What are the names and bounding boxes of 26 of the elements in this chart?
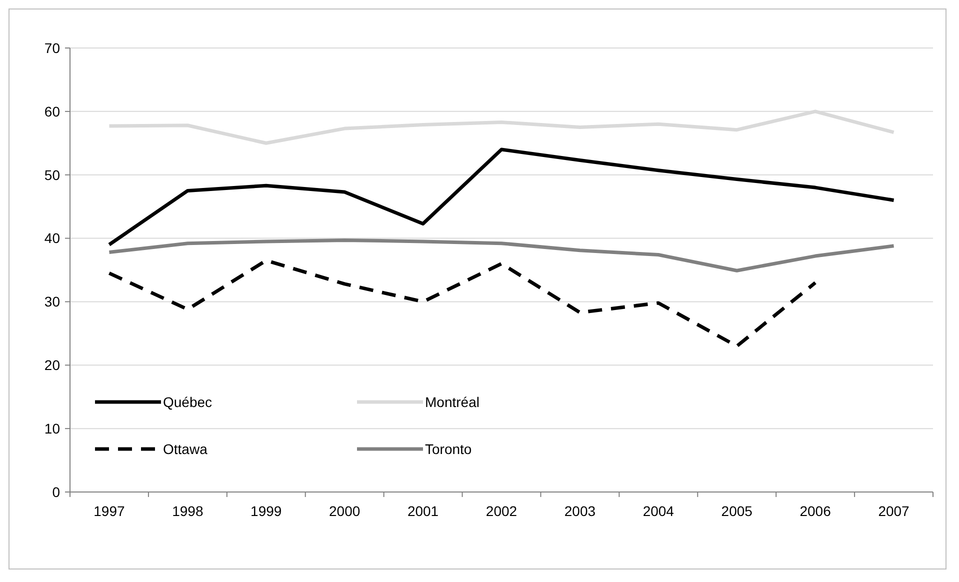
x-tick-label: 1998	[172, 503, 204, 519]
y-tick-label: 20	[44, 357, 60, 374]
legend-label: Québec	[163, 394, 212, 410]
x-tick-label: 2004	[642, 503, 674, 519]
x-tick-label: 2000	[329, 503, 360, 519]
x-tick-label: 2002	[486, 503, 518, 519]
x-tick-label: 2006	[800, 503, 832, 519]
line-series	[107, 238, 896, 272]
x-tick-label: 2001	[407, 503, 439, 519]
line-series	[107, 258, 818, 348]
y-tick-label: 60	[44, 103, 60, 120]
y-tick-label: 10	[44, 420, 60, 436]
y-tick-label: 0	[52, 484, 60, 500]
y-tick-label: 70	[44, 40, 60, 56]
legend-label: Toronto	[425, 440, 472, 457]
legend-label: Montréal	[425, 394, 480, 410]
y-tick-label: 30	[44, 294, 60, 310]
y-tick-label: 50	[44, 166, 60, 183]
line-series	[107, 148, 896, 246]
x-tick-label: 2003	[564, 503, 596, 519]
y-tick-label: 40	[44, 230, 60, 246]
x-tick-label: 2007	[878, 503, 910, 519]
legend-label: Ottawa	[163, 440, 208, 457]
x-tick-label: 1999	[250, 503, 282, 519]
x-tick-label: 1997	[94, 503, 126, 519]
x-tick-label: 2005	[721, 503, 753, 519]
